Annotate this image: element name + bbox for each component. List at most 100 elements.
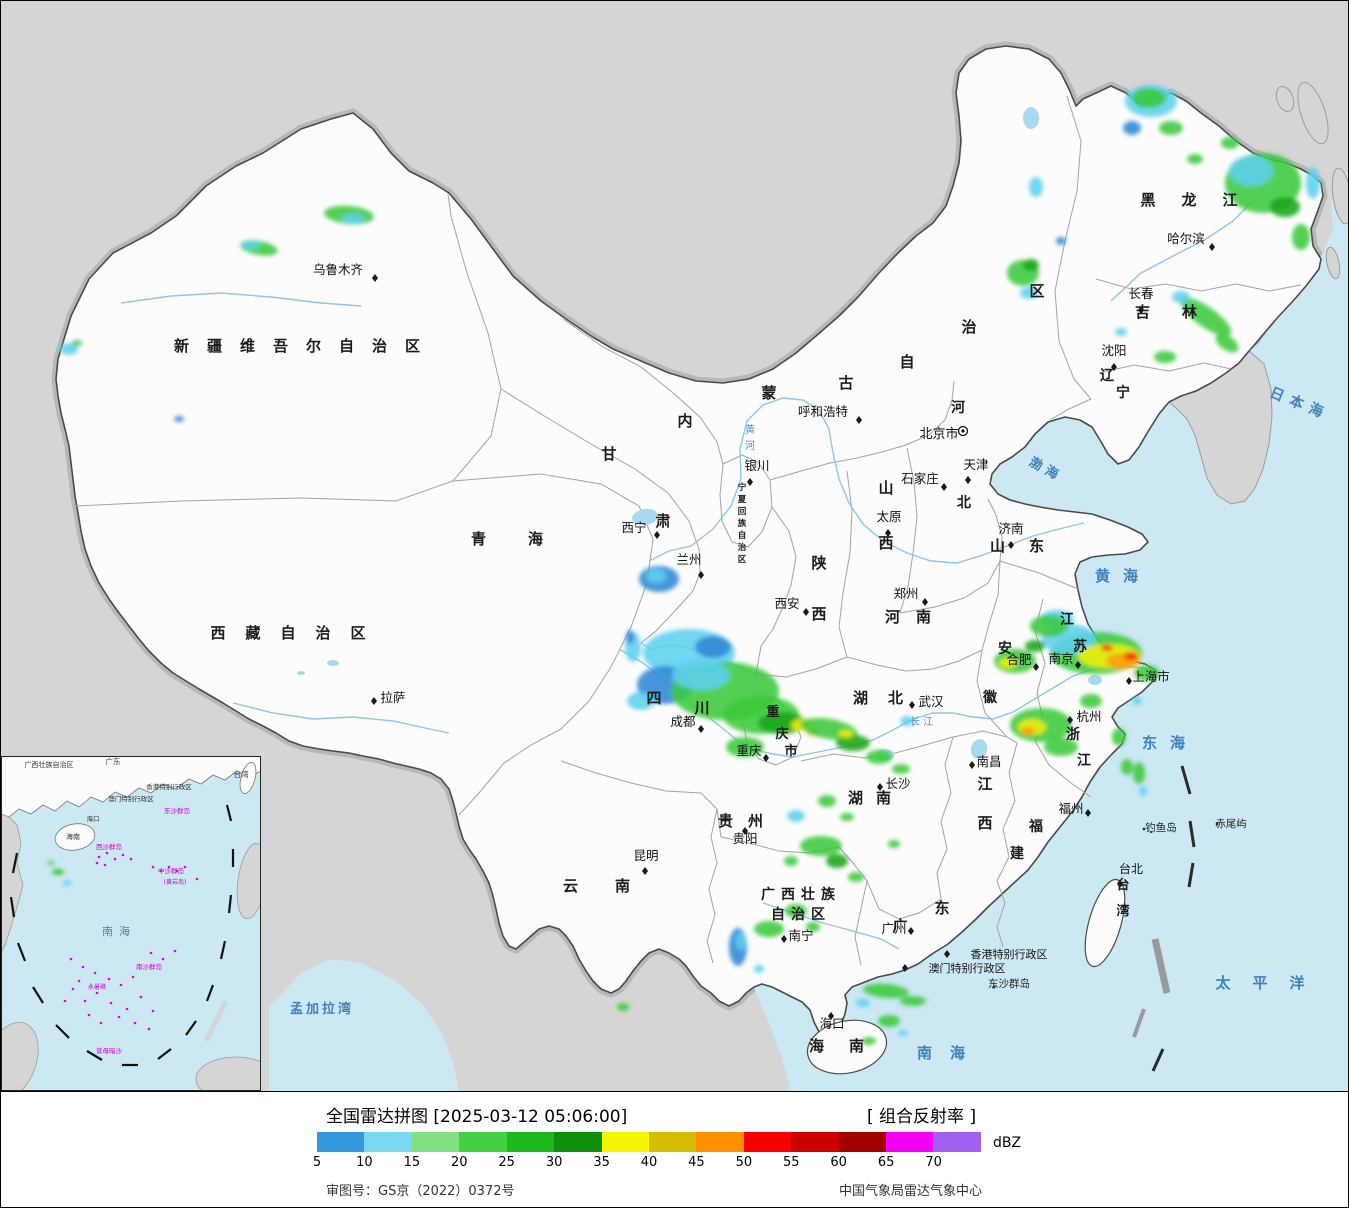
echo-blob — [878, 1015, 900, 1027]
city-label: 武汉 — [918, 694, 944, 709]
reef-dot — [121, 853, 125, 857]
scale-tick: 55 — [783, 1155, 800, 1170]
city-marker-icon — [747, 478, 753, 486]
lakes-shape — [632, 508, 658, 526]
sea-label: 南海 — [917, 1044, 983, 1062]
echo-blob — [60, 343, 78, 355]
city-label: 昆明 — [633, 848, 658, 863]
nine-dash-line-shape — [11, 852, 19, 874]
echo-blob — [1080, 694, 1102, 708]
echo-blob — [892, 764, 910, 774]
echo-blob — [888, 840, 900, 848]
inset-palawan — [203, 999, 229, 1043]
city-label: 海口 — [819, 1016, 844, 1031]
echo-blob — [1115, 328, 1127, 336]
echo-blob — [1112, 728, 1126, 746]
radar-echo-layer — [60, 85, 1320, 1045]
province-label: 古 — [838, 374, 853, 392]
province-boundaries-shape — [562, 318, 724, 465]
echo-blob — [1021, 727, 1035, 735]
scale-ticks: 5 10 15 20 25 30 35 40 45 50 55 60 65 70 — [313, 1155, 981, 1171]
province-label: 治 — [961, 318, 976, 336]
province-label-shape: 西 — [811, 605, 826, 623]
inset-luzon — [236, 842, 261, 920]
province-boundaries-shape — [769, 380, 955, 481]
colorbar-segment — [791, 1132, 839, 1152]
license-text: 审图号：GS京（2022）0372号 — [326, 1184, 515, 1199]
echo-blob — [839, 730, 853, 738]
province-boundaries-shape — [899, 498, 1003, 614]
echo-blob — [646, 569, 666, 583]
echo-blob — [1172, 291, 1190, 303]
province-boundaries — [75, 95, 1302, 966]
unit-label: dBZ — [993, 1135, 1022, 1151]
city-marker-icon — [1008, 541, 1014, 549]
province-boundaries-shape — [640, 590, 694, 644]
echo-blob — [1180, 297, 1232, 337]
diaoyu-dot — [1149, 830, 1153, 834]
reef-dot — [69, 957, 73, 961]
city-label: 福州 — [1058, 801, 1083, 816]
city-marker-icon — [965, 476, 971, 484]
city-marker-icon — [742, 827, 748, 835]
province-label: 苏 — [1073, 638, 1087, 655]
echo-blob — [695, 636, 731, 658]
echo-blob — [900, 996, 926, 1006]
japan-island — [1275, 85, 1295, 113]
province-label: 辽 — [1100, 368, 1115, 384]
city-label: 台北 — [1119, 861, 1143, 876]
province-boundaries-shape — [854, 880, 868, 966]
echo-blob — [1123, 121, 1141, 135]
echo-blob — [1229, 156, 1273, 186]
dongsha-dot — [992, 985, 996, 989]
city-marker-icon — [1138, 306, 1144, 314]
reef-dot — [195, 877, 199, 881]
inset-china-coast — [1, 756, 261, 818]
province-label: 东 — [934, 899, 949, 917]
province-label: 宁夏回族自治区 — [737, 482, 747, 565]
colorbar-segment — [886, 1132, 934, 1152]
colorbar-segment — [317, 1132, 365, 1152]
taiwan-island — [1084, 878, 1126, 968]
city-marker-icon — [763, 754, 769, 762]
reef-dot — [109, 1001, 113, 1005]
echo-blob — [1292, 224, 1310, 250]
echo-blob — [754, 921, 784, 937]
japan-island — [1331, 167, 1348, 225]
source-text: 中国气象局雷达气象中心 — [839, 1184, 983, 1199]
colorbar-segment — [411, 1132, 460, 1152]
echo-blob — [1215, 333, 1239, 353]
reef-dot — [99, 1021, 103, 1025]
japan-island — [1297, 81, 1329, 145]
inset-label: 南沙群岛 — [136, 962, 162, 971]
reef-dot — [97, 855, 101, 859]
echo-blob — [800, 836, 842, 856]
capital-label: 北京市 — [919, 426, 958, 442]
reef-dot — [129, 857, 133, 861]
city-label: 上海市 — [1132, 669, 1170, 684]
nine-dash-line-shape — [55, 1024, 70, 1039]
echo-blob — [1020, 287, 1038, 299]
province-label: 江 — [1060, 611, 1074, 628]
province-label: 广 — [892, 917, 907, 935]
echo-blob — [1154, 351, 1176, 363]
echo-blob — [672, 660, 730, 690]
province-label: 徽 — [982, 689, 998, 706]
inset-echoes-shape — [52, 869, 64, 875]
province-label: 河 — [951, 399, 965, 416]
echo-blob — [1023, 259, 1039, 271]
japan-island — [1325, 246, 1341, 280]
ryukyu-islands-shape — [1180, 765, 1192, 795]
city-label: 西安 — [774, 596, 799, 611]
nine-dash-line-shape — [32, 986, 44, 1004]
reef-dot — [93, 971, 97, 975]
echo-blob — [626, 630, 634, 644]
city-label: 澳门特别行政区 — [929, 961, 1006, 975]
island-bar — [1132, 1008, 1146, 1038]
echo-blob — [617, 1003, 629, 1011]
inset-label: 中沙群岛 — [158, 866, 184, 875]
nine-dash-line-shape — [219, 940, 227, 960]
echo-blob — [900, 716, 914, 726]
